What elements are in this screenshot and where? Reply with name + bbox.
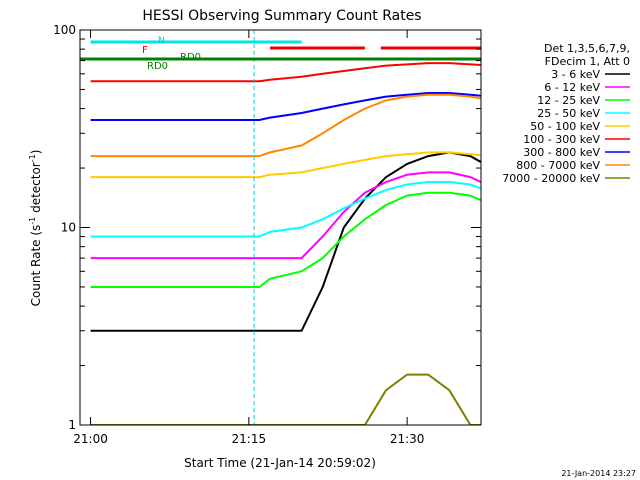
x-axis-label: Start Time (21-Jan-14 20:59:02) (184, 456, 376, 470)
y-tick-label-1: 10 (61, 221, 76, 235)
y-axis-label-close: ) (29, 150, 43, 155)
legend-label-7: 800 - 7000 keV (516, 159, 600, 172)
y-axis-label-main: Count Rate (s (29, 225, 43, 307)
series-line-6 (90, 92, 481, 121)
y-axis-label-exp2: -1 (28, 154, 37, 162)
plot-timestamp: 21-Jan-2014 23:27 (561, 469, 636, 478)
y-axis-label: Count Rate (s-1 detector-1) (28, 150, 43, 307)
y-tick-label-2: 100 (53, 23, 76, 37)
legend-label-6: 300 - 800 keV (523, 146, 600, 159)
legend-label-5: 100 - 300 keV (523, 133, 600, 146)
y-tick-label-0: 1 (68, 418, 76, 432)
series-line-5 (90, 62, 481, 83)
legend: Det 1,3,5,6,7,9,FDecim 1, Att 03 - 6 keV… (502, 42, 630, 185)
chart-title: HESSI Observing Summary Count Rates (142, 8, 421, 24)
legend-label-3: 25 - 50 keV (537, 107, 600, 120)
legend-label-4: 50 - 100 keV (530, 120, 600, 133)
state-label-rd0-b: RD0 (147, 61, 168, 72)
y-axis-label-exp1: -1 (28, 217, 37, 225)
series-line-2 (90, 191, 481, 288)
series-line-1 (90, 171, 481, 260)
legend-label-1: 6 - 12 keV (544, 81, 600, 94)
state-label-f: F (142, 45, 148, 56)
x-tick-label-0: 21:00 (73, 432, 108, 446)
series-line-3 (90, 181, 481, 238)
state-label-rd0-a: RD0 (180, 52, 201, 63)
x-tick-label-2: 21:30 (390, 432, 425, 446)
series-line-4 (90, 151, 481, 179)
series-line-7 (90, 93, 481, 158)
legend-header-0: Det 1,3,5,6,7,9, (544, 42, 630, 55)
legend-header-1: FDecim 1, Att 0 (545, 55, 630, 68)
vertical-markers (253, 30, 255, 425)
state-bars (80, 40, 481, 61)
legend-label-0: 3 - 6 keV (551, 68, 600, 81)
state-label-n: N (158, 36, 165, 46)
y-axis-label-rest: detector (29, 162, 43, 217)
series-layer (90, 62, 481, 425)
x-axis: 21:00 21:15 21:30 (73, 30, 424, 446)
y-axis: 1 10 100 (53, 23, 481, 432)
series-line-0 (90, 151, 481, 332)
legend-label-8: 7000 - 20000 keV (502, 172, 600, 185)
legend-label-2: 12 - 25 keV (537, 94, 600, 107)
x-tick-label-1: 21:15 (232, 432, 267, 446)
